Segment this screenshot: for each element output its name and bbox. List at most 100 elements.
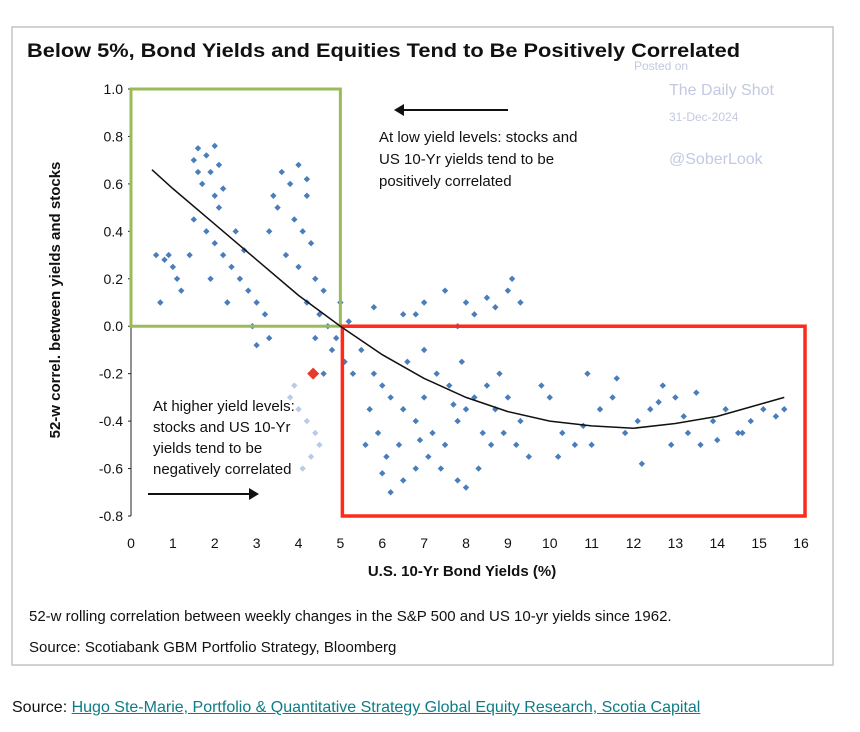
scatter-point [420, 394, 428, 401]
right-arrow-icon [148, 488, 259, 500]
scatter-point [655, 398, 662, 406]
scatter-point [621, 429, 629, 437]
scatter-point [261, 311, 269, 318]
scatter-point [772, 413, 780, 420]
scatter-point [299, 228, 306, 235]
scatter-point [312, 334, 319, 342]
scatter-point [383, 453, 390, 460]
scatter-point [588, 441, 595, 449]
current-point [307, 367, 320, 380]
scatter-point [161, 256, 168, 263]
scatter-point [379, 382, 386, 389]
faded-scatter-point [295, 406, 302, 413]
scatter-point [236, 275, 244, 282]
scatter-point [441, 287, 449, 294]
scatter-point [295, 161, 302, 169]
scatter-point [286, 180, 294, 188]
faded-scatter-point [303, 417, 311, 425]
scatter-point [224, 299, 231, 306]
scatter-point [500, 429, 507, 437]
scatter-point [429, 429, 436, 437]
scatter-point [781, 406, 788, 413]
low-annotation-line: At low yield levels: stocks and [379, 129, 577, 146]
scatter-point [672, 394, 679, 401]
scatter-point [194, 168, 202, 176]
scatter-point [366, 406, 373, 413]
x-tick-label: 5 [336, 535, 344, 551]
scatter-point [739, 429, 746, 437]
chart-note: 52-w rolling correlation between weekly … [29, 608, 672, 625]
scatter-point [475, 465, 482, 472]
chart-source-note: Source: Scotiabank GBM Portfolio Strateg… [29, 639, 396, 656]
scatter-point [760, 406, 767, 413]
scatter-point [295, 263, 302, 271]
scatter-point [207, 168, 214, 176]
scatter-point [198, 180, 206, 188]
scatter-point [157, 299, 164, 306]
scatter-point [152, 251, 160, 259]
scatter-point [215, 204, 223, 211]
scatter-point [747, 417, 754, 425]
x-tick-label: 13 [668, 535, 684, 551]
scatter-point [684, 429, 692, 437]
scatter-point [697, 441, 704, 449]
x-tick-label: 2 [211, 535, 219, 551]
scatter-point [265, 228, 273, 235]
scatter-point [211, 142, 218, 150]
scatter-point [387, 394, 394, 401]
scatter-point [437, 465, 445, 472]
scatter-point [680, 413, 687, 420]
scatter-point [454, 417, 461, 425]
scatter-point [454, 477, 461, 484]
scatter-point [178, 287, 185, 294]
scatter-point [232, 228, 239, 235]
scatter-point [207, 275, 214, 282]
scatter-point [190, 216, 198, 223]
green-box [129, 87, 342, 328]
scatter-point [714, 436, 721, 444]
scatter-point [387, 489, 394, 496]
scatter-point [245, 287, 252, 294]
scatter-point [173, 275, 181, 282]
faded-scatter-point [299, 465, 306, 472]
scatter-point [404, 358, 411, 366]
scatter-point [416, 436, 424, 444]
scatter-point [399, 311, 407, 318]
y-axis-label: 52-w correl. between yields and stocks [47, 162, 64, 439]
scatter-point [303, 175, 311, 183]
scatter-point [265, 334, 273, 342]
scatter-point [312, 275, 319, 282]
scatter-point [332, 334, 340, 342]
faded-scatter-point [316, 441, 323, 449]
faded-scatter-point [291, 382, 298, 389]
x-tick-label: 10 [542, 535, 558, 551]
scatter-point [492, 304, 499, 311]
scatter-point [546, 394, 553, 401]
faded-scatter-point [286, 394, 294, 401]
scatter-point [483, 294, 491, 301]
scatter-point [307, 239, 315, 247]
scatter-point [379, 470, 386, 477]
scatter-point [420, 346, 428, 354]
scatter-point [320, 287, 327, 294]
scatter-point [412, 417, 419, 425]
scatter-point [219, 185, 227, 192]
watermark-date: 31-Dec-2024 [669, 110, 739, 124]
faded-scatter-point [307, 453, 315, 460]
high-annotation-line: stocks and US 10-Yr [153, 419, 291, 436]
scatter-point [450, 401, 457, 408]
scatter-point [517, 299, 524, 306]
high-annotation-line: yields tend to be [153, 440, 262, 457]
scatter-point [395, 441, 403, 449]
y-tick-label: 0.0 [104, 318, 124, 334]
scatter-point [190, 156, 198, 164]
scatter-point [508, 275, 516, 282]
scatter-point [282, 251, 290, 259]
source-link[interactable]: Hugo Ste-Marie, Portfolio & Quantitative… [71, 699, 701, 716]
x-tick-label: 11 [584, 535, 599, 551]
scatter-point [433, 370, 440, 377]
x-tick-label: 4 [295, 535, 303, 551]
low-annotation-line: positively correlated [379, 173, 512, 190]
scatter-point [186, 251, 193, 259]
